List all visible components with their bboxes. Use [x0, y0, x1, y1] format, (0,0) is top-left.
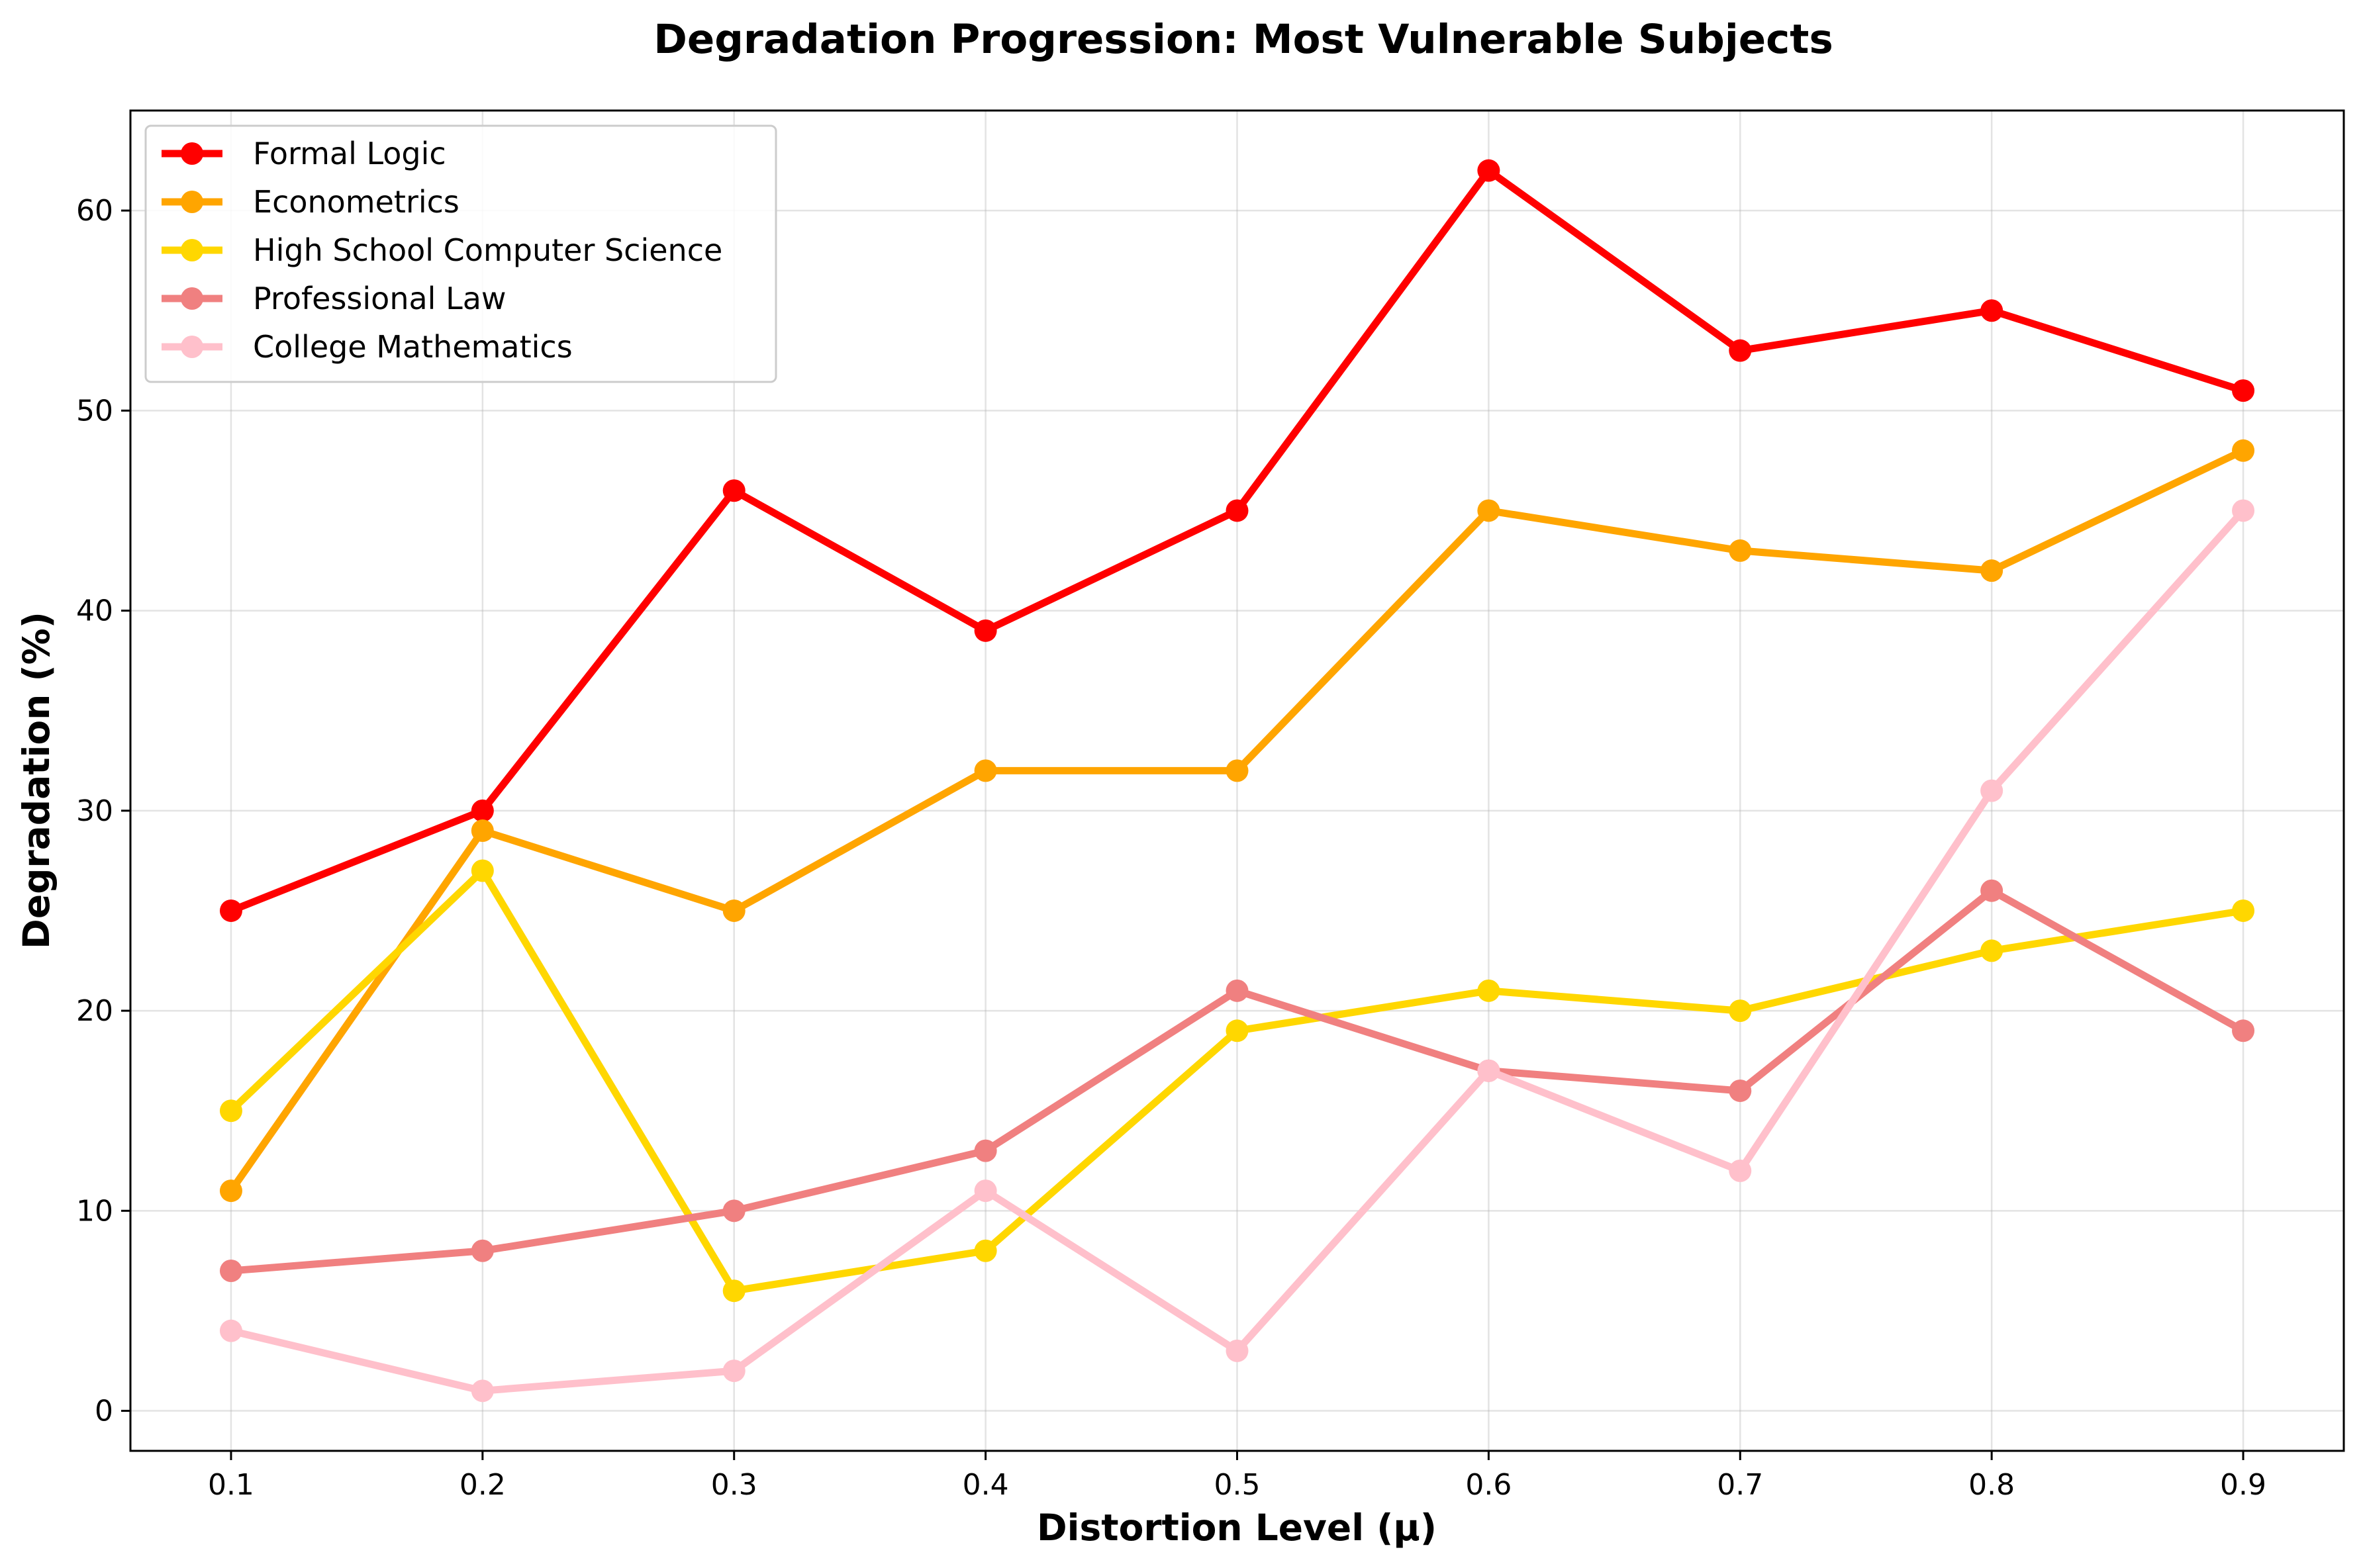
legend-item: College Mathematics: [162, 329, 573, 365]
x-tick-label: 0.4: [963, 1468, 1009, 1502]
legend-item: Professional Law: [162, 281, 506, 316]
data-point-formal-logic: [471, 799, 494, 822]
legend-label: High School Computer Science: [253, 232, 722, 268]
data-point-professional-law: [219, 1259, 242, 1282]
data-point-professional-law: [722, 1199, 746, 1222]
data-point-formal-logic: [974, 619, 997, 642]
legend-item: Formal Logic: [162, 136, 446, 171]
data-point-college-mathematics: [2232, 499, 2255, 522]
data-point-high-school-computer-science: [1729, 999, 1752, 1023]
y-tick-label: 50: [76, 394, 113, 428]
data-point-formal-logic: [1980, 299, 2003, 322]
data-point-high-school-computer-science: [1477, 979, 1500, 1002]
legend-label: Econometrics: [253, 184, 459, 220]
data-point-professional-law: [1729, 1079, 1752, 1102]
data-point-high-school-computer-science: [1980, 939, 2003, 962]
legend-item: Econometrics: [162, 184, 459, 220]
x-tick-label: 0.2: [459, 1468, 506, 1502]
data-point-econometrics: [722, 899, 746, 922]
y-axis-ticks: 0 10 20 30 40 50 60: [76, 194, 130, 1428]
legend-label: College Mathematics: [253, 329, 573, 365]
data-point-high-school-computer-science: [722, 1279, 746, 1303]
data-point-professional-law: [974, 1139, 997, 1162]
data-point-econometrics: [2232, 439, 2255, 462]
data-point-formal-logic: [1729, 339, 1752, 362]
legend-label: Formal Logic: [253, 136, 446, 171]
data-point-high-school-computer-science: [2232, 899, 2255, 922]
y-tick-label: 60: [76, 194, 113, 228]
plot-series: [219, 159, 2255, 1403]
x-axis-ticks: 0.1 0.2 0.3 0.4 0.5 0.6 0.7 0.8 0.9: [208, 1451, 2266, 1502]
data-point-high-school-computer-science: [1226, 1019, 1249, 1042]
legend: Formal Logic Econometrics High School Comp…: [144, 124, 777, 383]
legend-marker: [181, 336, 203, 358]
chart-title: Degradation Progression: Most Vulnerable…: [653, 16, 1833, 63]
x-tick-label: 0.5: [1214, 1468, 1261, 1502]
series-formal-logic: [219, 159, 2255, 922]
data-point-professional-law: [1226, 979, 1249, 1002]
data-point-econometrics: [1226, 759, 1249, 782]
legend-item: High School Computer Science: [162, 232, 722, 268]
data-point-college-mathematics: [1477, 1059, 1500, 1082]
legend-marker: [181, 239, 203, 261]
data-point-college-mathematics: [1729, 1159, 1752, 1182]
y-tick-label: 0: [95, 1395, 113, 1428]
y-tick-label: 40: [76, 594, 113, 628]
data-point-formal-logic: [1477, 159, 1500, 182]
series-econometrics: [219, 439, 2255, 1203]
data-point-econometrics: [471, 819, 494, 843]
data-point-high-school-computer-science: [219, 1099, 242, 1123]
y-axis-label: Degradation (%): [15, 612, 58, 949]
data-point-professional-law: [1980, 879, 2003, 902]
legend-marker: [181, 287, 203, 310]
y-tick-label: 30: [76, 794, 113, 828]
data-point-college-mathematics: [722, 1360, 746, 1383]
x-tick-label: 0.6: [1465, 1468, 1512, 1502]
data-point-formal-logic: [722, 479, 746, 502]
data-point-econometrics: [219, 1179, 242, 1203]
data-point-high-school-computer-science: [974, 1239, 997, 1262]
data-point-econometrics: [1729, 539, 1752, 562]
data-point-formal-logic: [219, 899, 242, 922]
data-point-formal-logic: [1226, 499, 1249, 522]
data-point-high-school-computer-science: [471, 859, 494, 882]
x-axis-label: Distortion Level (μ): [1037, 1506, 1437, 1549]
data-point-college-mathematics: [219, 1319, 242, 1342]
data-point-formal-logic: [2232, 379, 2255, 402]
x-tick-label: 0.7: [1717, 1468, 1763, 1502]
data-point-professional-law: [471, 1239, 494, 1262]
x-tick-label: 0.1: [208, 1468, 254, 1502]
data-point-college-mathematics: [1226, 1339, 1249, 1362]
data-point-college-mathematics: [1980, 779, 2003, 802]
series-college-mathematics: [219, 499, 2255, 1403]
data-point-college-mathematics: [974, 1179, 997, 1203]
data-point-college-mathematics: [471, 1379, 494, 1403]
data-point-econometrics: [974, 759, 997, 782]
x-tick-label: 0.8: [1968, 1468, 2015, 1502]
data-point-professional-law: [2232, 1019, 2255, 1042]
legend-marker: [181, 142, 203, 165]
data-point-econometrics: [1477, 499, 1500, 522]
y-tick-label: 10: [76, 1194, 113, 1228]
x-tick-label: 0.9: [2220, 1468, 2266, 1502]
data-point-econometrics: [1980, 559, 2003, 582]
series-high-school-computer-science: [219, 859, 2255, 1303]
legend-box: [144, 124, 777, 383]
y-tick-label: 20: [76, 994, 113, 1028]
x-tick-label: 0.3: [711, 1468, 757, 1502]
legend-marker: [181, 191, 203, 213]
legend-label: Professional Law: [253, 281, 506, 316]
